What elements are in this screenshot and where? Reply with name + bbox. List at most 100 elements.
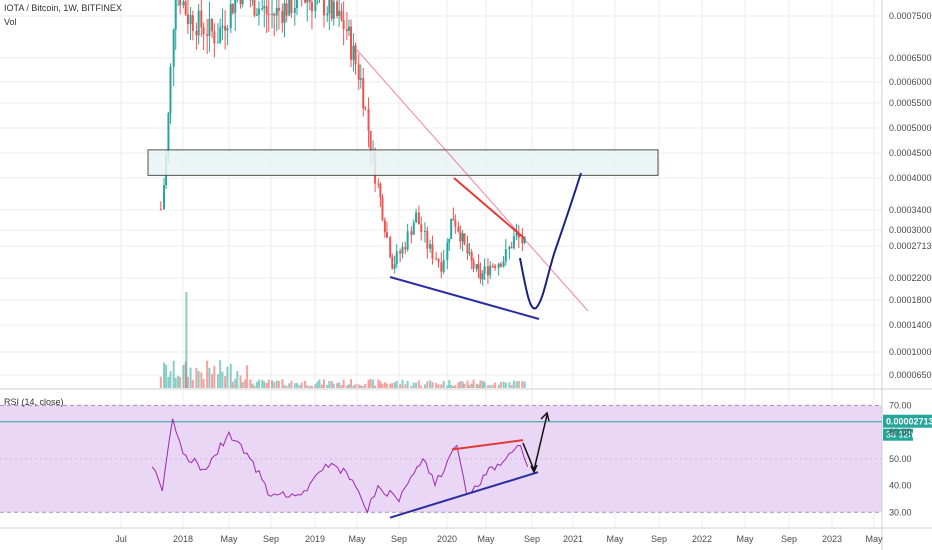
volume-bar (517, 380, 520, 388)
volume-bar (491, 384, 494, 388)
candle-body (417, 212, 420, 225)
candle-body (261, 8, 264, 10)
volume-bar (288, 383, 291, 388)
volume-bar (399, 384, 402, 388)
candle-body (273, 13, 276, 16)
candle-body (290, 0, 293, 14)
candle-body (239, 0, 242, 4)
volume-bar (440, 384, 443, 388)
candle-body (510, 247, 513, 249)
volume-bar (369, 379, 372, 388)
candle-body (497, 263, 500, 268)
volume-bar (169, 371, 172, 388)
volume-bar (251, 383, 254, 388)
price-tick-label: 0.00034000 (889, 205, 932, 215)
lower-highs-trendline (453, 177, 525, 239)
candle-body (426, 230, 429, 249)
time-tick-label: Sep (781, 534, 797, 544)
candle-body (470, 252, 473, 261)
time-tick-label: May (477, 534, 495, 544)
volume-bar (508, 382, 511, 388)
candle-body (399, 251, 402, 254)
candle-body (326, 13, 329, 16)
volume-bar (431, 381, 434, 388)
time-tick-label: 2023 (822, 534, 842, 544)
candle-body (172, 29, 175, 67)
candle-body (195, 30, 198, 36)
candle-body (512, 236, 515, 248)
candle-body (288, 0, 291, 16)
candle-body (275, 7, 278, 16)
candle-body (381, 197, 384, 221)
candle-body (502, 261, 505, 267)
volume-bar (167, 376, 170, 388)
rsi-divergence-high-line (451, 439, 524, 451)
price-tick-label: 0.00045000 (889, 148, 932, 158)
volume-bar (342, 379, 345, 388)
volume-bar (442, 380, 445, 388)
candle-body (338, 10, 341, 16)
volume-bar (221, 371, 224, 388)
candle-body (219, 27, 222, 43)
volume-bar (265, 383, 268, 388)
time-axis-labels: Jul 2018 May Sep 2019 May Sep 2020 May Sep 2021 May… (115, 534, 883, 544)
candle-body (410, 231, 413, 235)
volume-bar (277, 380, 280, 388)
candle-body (332, 1, 335, 19)
volume-bar (499, 381, 502, 388)
candle-body (208, 18, 211, 37)
volume-bar (389, 383, 392, 388)
time-tick-label: 2018 (173, 534, 193, 544)
candles (159, 0, 526, 286)
candle-body (197, 10, 200, 36)
candle-body (293, 7, 296, 14)
volume-bar (504, 382, 507, 388)
volume-bar (314, 384, 317, 388)
volume-bar (182, 364, 185, 388)
candle-body (182, 1, 185, 6)
volume-bar (189, 367, 192, 388)
candle-body (504, 249, 507, 262)
volume-bar (486, 385, 489, 388)
rsi-arrow-head-down (530, 464, 538, 474)
volume-bar (338, 382, 341, 388)
candle-body (452, 218, 455, 221)
volume-bar (244, 379, 247, 388)
volume-bar (410, 385, 413, 388)
volume-bars (159, 292, 526, 388)
candle-body (306, 0, 309, 3)
volume-bar (273, 382, 276, 388)
volume-spike (185, 292, 188, 388)
volume-bar (172, 360, 175, 388)
volume-bar (463, 383, 466, 388)
candle-body (364, 108, 367, 110)
candle-body (202, 27, 205, 35)
candle-body (169, 66, 172, 114)
candle-body (461, 233, 464, 242)
candle-body (295, 0, 298, 8)
volume-bar (332, 383, 335, 388)
candle-body (367, 108, 370, 131)
volume-bar (306, 385, 309, 388)
volume-bar (328, 381, 331, 388)
candle-body (304, 0, 307, 3)
candle-body (271, 13, 274, 16)
volume-bar (202, 379, 205, 388)
candle-body (257, 8, 260, 15)
volume-bar (295, 383, 298, 388)
candle-body (281, 10, 284, 23)
candle-body (253, 0, 256, 16)
price-tick-label: 0.00075000 (889, 11, 932, 21)
volume-bar (502, 381, 505, 388)
volume-bar (177, 375, 180, 388)
volume-bar (255, 381, 258, 388)
volume-bar (446, 385, 449, 388)
volume-bar (515, 381, 518, 388)
volume-bar (420, 385, 423, 388)
volume-bar (316, 381, 319, 388)
volume-bar (211, 374, 214, 388)
volume-bar (391, 383, 394, 388)
candle-body (342, 19, 345, 30)
candle-body (472, 260, 475, 269)
